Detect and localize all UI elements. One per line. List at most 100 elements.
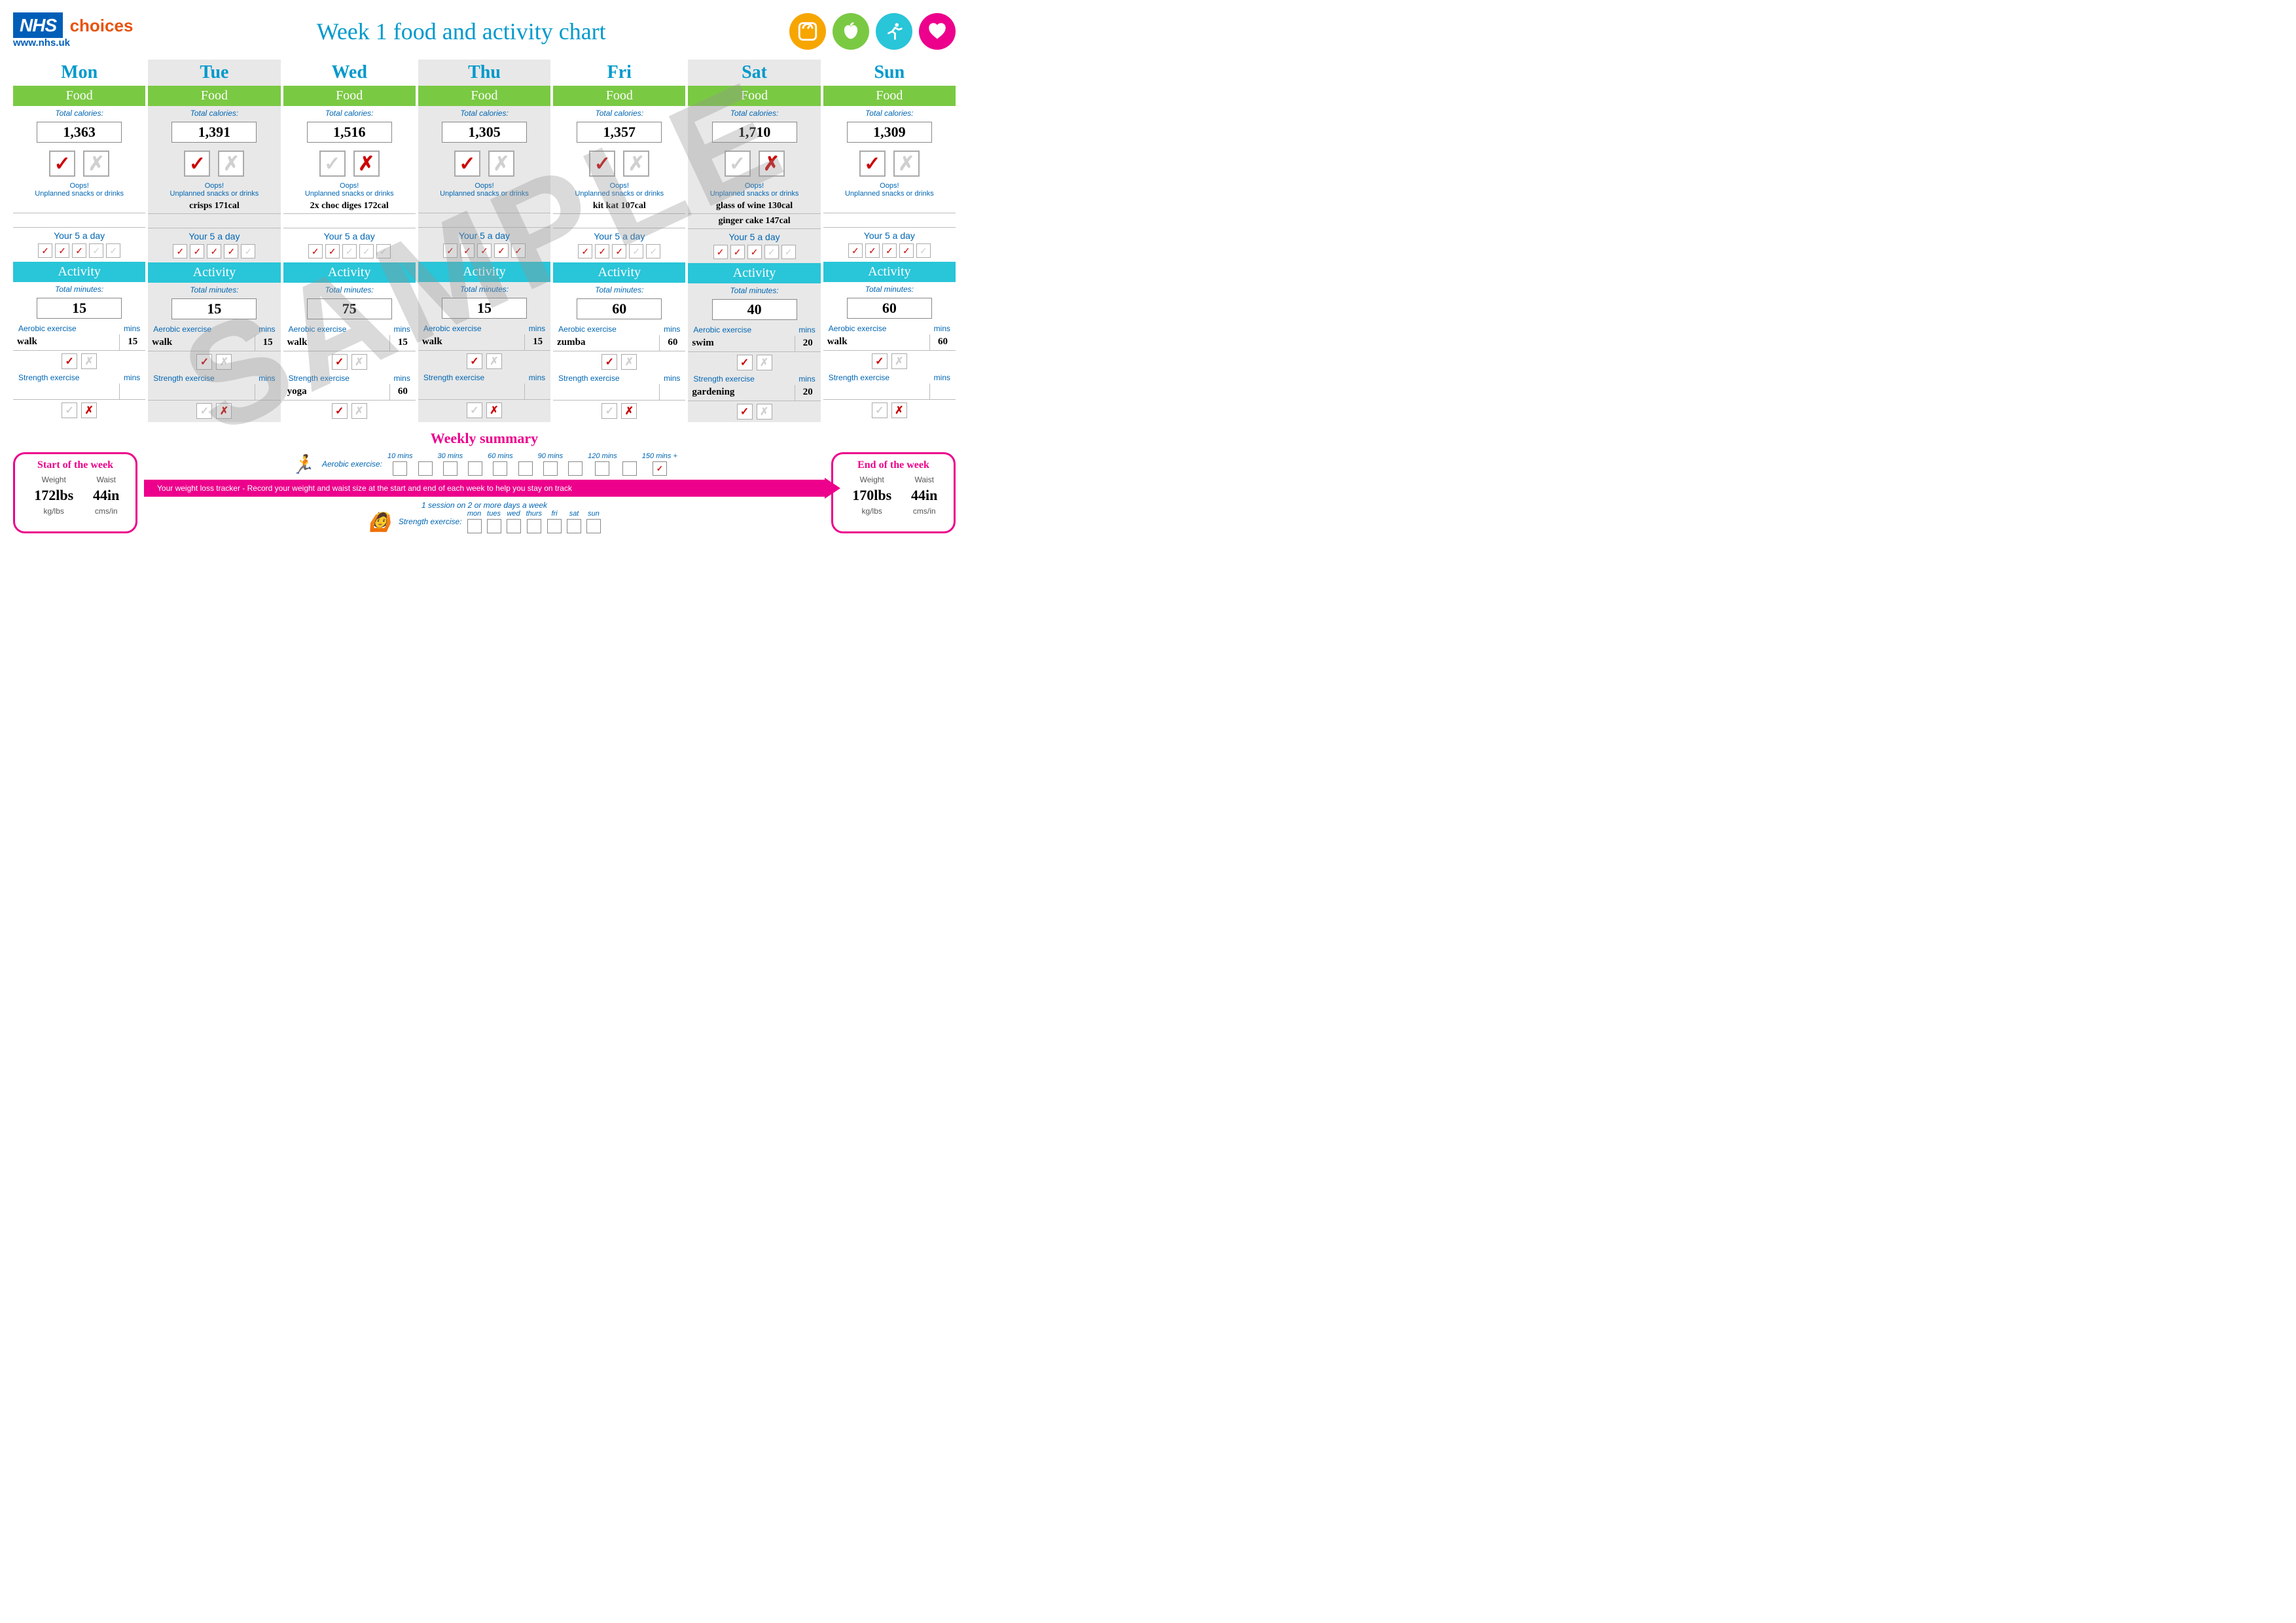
snack-line-0 <box>13 199 145 213</box>
str-day-label-3: thurs <box>526 510 542 518</box>
day-name: Mon <box>13 60 145 86</box>
str-day-label-1: tues <box>487 510 501 518</box>
end-table: WeightWaist 170lbs44in kg/lbscms/in <box>841 474 946 517</box>
aerobic-sum-label: Aerobic exercise: <box>322 459 382 469</box>
target-tick: ✓ <box>859 151 886 177</box>
aerobic-name: walk <box>13 334 119 350</box>
aerobic-mins: 15 <box>119 334 145 350</box>
oops-label: Oops!Unplanned snacks or drinks <box>823 181 956 199</box>
strength-label: Strength exercisemins <box>418 372 550 383</box>
five-box-0: ✓ <box>308 244 323 259</box>
day-name: Wed <box>283 60 416 86</box>
total-cal-label: Total calories: <box>418 106 550 120</box>
aero-tick: ✓ <box>332 354 348 370</box>
five-box-3: ✓ <box>629 244 643 259</box>
aero-cross: ✗ <box>621 354 637 370</box>
strength-summary-row: 🙆Strength exercise:montueswedthursfrisat… <box>144 510 825 533</box>
strength-ok-checks: ✓✗ <box>553 401 685 421</box>
strength-row <box>148 384 280 401</box>
str-cross: ✗ <box>351 403 367 419</box>
total-cal-label: Total calories: <box>13 106 145 120</box>
target-cross: ✗ <box>893 151 920 177</box>
start-title: Start of the week <box>23 459 128 471</box>
five-box-1: ✓ <box>865 243 880 258</box>
target-cross: ✗ <box>218 151 244 177</box>
aerobic-label: Aerobic exercisemins <box>283 323 416 335</box>
five-box-2: ✓ <box>612 244 626 259</box>
activity-bar: Activity <box>283 262 416 283</box>
strength-row <box>823 383 956 400</box>
aerobic-label: Aerobic exercisemins <box>688 324 820 336</box>
aero-tick: ✓ <box>62 353 77 369</box>
five-box-4: ✓ <box>241 244 255 259</box>
tracker-bar: Your weight loss tracker - Record your w… <box>144 480 825 497</box>
aero-tick-label-1 <box>424 452 426 460</box>
five-box-1: ✓ <box>730 245 745 259</box>
summary: Start of the week WeightWaist 172lbs44in… <box>13 452 956 533</box>
aerobic-mins: 15 <box>389 335 416 351</box>
minutes-value: 75 <box>307 298 392 319</box>
total-min-label: Total minutes: <box>13 282 145 296</box>
day-col-tue: TueFoodTotal calories:1,391✓✗Oops!Unplan… <box>148 60 280 422</box>
strength-name <box>418 383 524 399</box>
scales-icon <box>789 13 826 50</box>
aerobic-ok-checks: ✓✗ <box>283 351 416 372</box>
total-min-label: Total minutes: <box>148 283 280 297</box>
summary-title: Weekly summary <box>13 430 956 447</box>
target-tick: ✓ <box>319 151 346 177</box>
start-table: WeightWaist 172lbs44in kg/lbscms/in <box>23 474 128 517</box>
aerobic-row: zumba60 <box>553 335 685 351</box>
nhs-logo-block: NHS choices www.nhs.uk <box>13 15 133 48</box>
strength-name <box>553 384 659 400</box>
food-bar: Food <box>553 86 685 106</box>
strength-ok-checks: ✓✗ <box>283 401 416 421</box>
strength-mins <box>659 384 685 400</box>
aero-tick-label-2: 30 mins <box>438 452 463 460</box>
str-cross: ✗ <box>757 404 772 419</box>
five-box-0: ✓ <box>713 245 728 259</box>
minutes-value: 60 <box>847 298 932 319</box>
target-checks: ✓✗ <box>13 151 145 177</box>
strength-label: Strength exercisemins <box>823 372 956 383</box>
runner-pink-icon: 🏃 <box>291 454 314 475</box>
strength-mins <box>255 384 281 400</box>
session-note: 1 session on 2 or more days a week <box>144 501 825 510</box>
five-box-4: ✓ <box>646 244 660 259</box>
total-cal-label: Total calories: <box>148 106 280 120</box>
day-name: Sun <box>823 60 956 86</box>
strength-name: gardening <box>688 385 794 401</box>
str-sum-box-0 <box>467 519 482 533</box>
end-of-week-box: End of the week WeightWaist 170lbs44in k… <box>831 452 956 533</box>
aerobic-label: Aerobic exercisemins <box>823 323 956 334</box>
str-day-label-0: mon <box>467 510 481 518</box>
snack-line-1 <box>418 213 550 228</box>
aerobic-label: Aerobic exercisemins <box>148 323 280 335</box>
aero-tick: ✓ <box>872 353 888 369</box>
strength-label: Strength exercisemins <box>688 373 820 385</box>
aerobic-ok-checks: ✓✗ <box>418 351 550 372</box>
strength-mins <box>524 383 550 399</box>
five-a-day-label: Your 5 a day <box>823 228 956 243</box>
aero-sum-box-2 <box>443 461 457 476</box>
five-box-0: ✓ <box>38 243 52 258</box>
oops-label: Oops!Unplanned snacks or drinks <box>553 181 685 199</box>
str-day-label-5: sat <box>569 510 579 518</box>
strength-row: gardening20 <box>688 385 820 401</box>
header: NHS choices www.nhs.uk Week 1 food and a… <box>13 13 956 50</box>
aero-cross: ✗ <box>351 354 367 370</box>
target-cross: ✗ <box>759 151 785 177</box>
total-min-label: Total minutes: <box>688 283 820 298</box>
total-cal-label: Total calories: <box>688 106 820 120</box>
activity-bar: Activity <box>553 262 685 283</box>
snack-line-0 <box>823 199 956 213</box>
strength-name <box>823 383 929 399</box>
strength-row: yoga60 <box>283 384 416 401</box>
strength-row <box>13 383 145 400</box>
aero-sum-box-0 <box>393 461 407 476</box>
target-tick: ✓ <box>184 151 210 177</box>
aerobic-mins: 60 <box>929 334 956 350</box>
strength-mins <box>929 383 956 399</box>
total-min-label: Total minutes: <box>418 282 550 296</box>
strength-ok-checks: ✓✗ <box>13 400 145 421</box>
str-sum-box-1 <box>487 519 501 533</box>
